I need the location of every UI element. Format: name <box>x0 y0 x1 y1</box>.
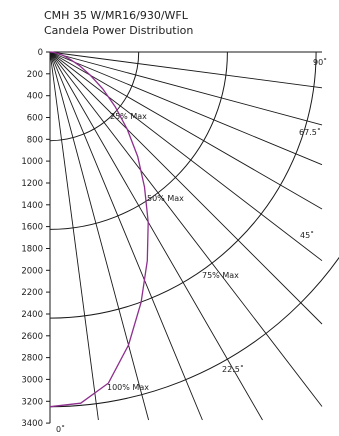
y-tick-label: 2600 <box>21 332 43 342</box>
y-tick-label: 1600 <box>21 223 43 233</box>
radial-line-75 <box>49 51 323 126</box>
radial-line-15 <box>49 51 150 421</box>
y-tick-label: 0 <box>38 48 43 58</box>
ring-label-2: 50% Max <box>147 194 184 203</box>
angle-label-1: 22.5˚ <box>222 364 244 374</box>
ring-label-1: 25% Max <box>110 112 147 121</box>
y-tick-label: 3200 <box>21 397 43 407</box>
ring-arc-2 <box>49 51 228 230</box>
ring-arc-4 <box>49 256 339 408</box>
radial-line-82.5 <box>49 51 323 89</box>
y-tick-label: 800 <box>27 135 43 145</box>
radial-line-7.5 <box>49 51 99 421</box>
radial-line-45 <box>49 51 323 325</box>
ring-arc-3 <box>49 51 317 319</box>
ring-arcs <box>49 51 339 408</box>
angle-label-3: 67.5˚ <box>299 127 321 137</box>
y-tick-label: 600 <box>27 114 43 124</box>
chart-labels: 25% Max 50% Max 75% Max 100% Max 0˚ 22.5˚ 45˚ 6… <box>56 57 327 434</box>
y-axis: 0 200 400 600 800 1000 1200 1400 1600 1800 2000 220… <box>21 48 51 429</box>
radial-line-60 <box>49 51 323 210</box>
series-curve <box>49 51 149 408</box>
radial-line-37.5 <box>49 51 323 407</box>
candela-curve <box>49 51 149 408</box>
angle-label-0: 0˚ <box>56 424 65 434</box>
y-tick-label: 1800 <box>21 245 43 255</box>
angle-label-2: 45˚ <box>300 230 314 240</box>
ring-label-4: 100% Max <box>107 383 149 392</box>
y-tick-label: 1000 <box>21 157 43 167</box>
y-tick-label: 400 <box>27 92 43 102</box>
chart-title-line-1: CMH 35 W/MR16/930/WFL <box>44 9 188 22</box>
angle-label-4: 90˚ <box>313 57 327 67</box>
y-tick-label: 2400 <box>21 310 43 320</box>
ring-arc-1 <box>49 51 140 142</box>
radial-lines <box>49 51 323 421</box>
y-tick-label: 200 <box>27 70 43 80</box>
y-tick-label: 3400 <box>21 419 43 429</box>
y-tick-label: 2800 <box>21 354 43 364</box>
radial-line-22.5 <box>49 51 203 421</box>
radial-line-52.5 <box>49 51 323 262</box>
chart-title-line-2: Candela Power Distribution <box>44 24 194 37</box>
ring-label-3: 75% Max <box>202 271 239 280</box>
y-tick-label: 2000 <box>21 266 43 276</box>
y-tick-label: 2200 <box>21 288 43 298</box>
y-tick-label: 1200 <box>21 179 43 189</box>
radial-line-67.5 <box>49 51 323 166</box>
y-tick-label: 3000 <box>21 375 43 385</box>
radial-line-30 <box>49 51 263 421</box>
y-tick-label: 1400 <box>21 201 43 211</box>
